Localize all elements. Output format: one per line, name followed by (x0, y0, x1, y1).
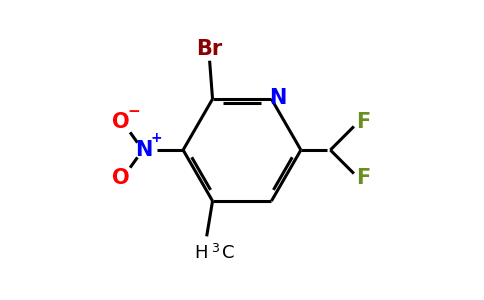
Text: O: O (112, 112, 129, 132)
Text: +: + (151, 131, 163, 145)
Text: O: O (112, 168, 129, 188)
Text: F: F (356, 112, 370, 132)
Text: H: H (195, 244, 208, 262)
Text: N: N (135, 140, 152, 160)
Text: F: F (356, 168, 370, 188)
Text: C: C (222, 244, 234, 262)
Text: Br: Br (197, 39, 223, 59)
Text: 3: 3 (211, 242, 219, 256)
Text: −: − (128, 104, 140, 119)
Text: N: N (269, 88, 287, 107)
